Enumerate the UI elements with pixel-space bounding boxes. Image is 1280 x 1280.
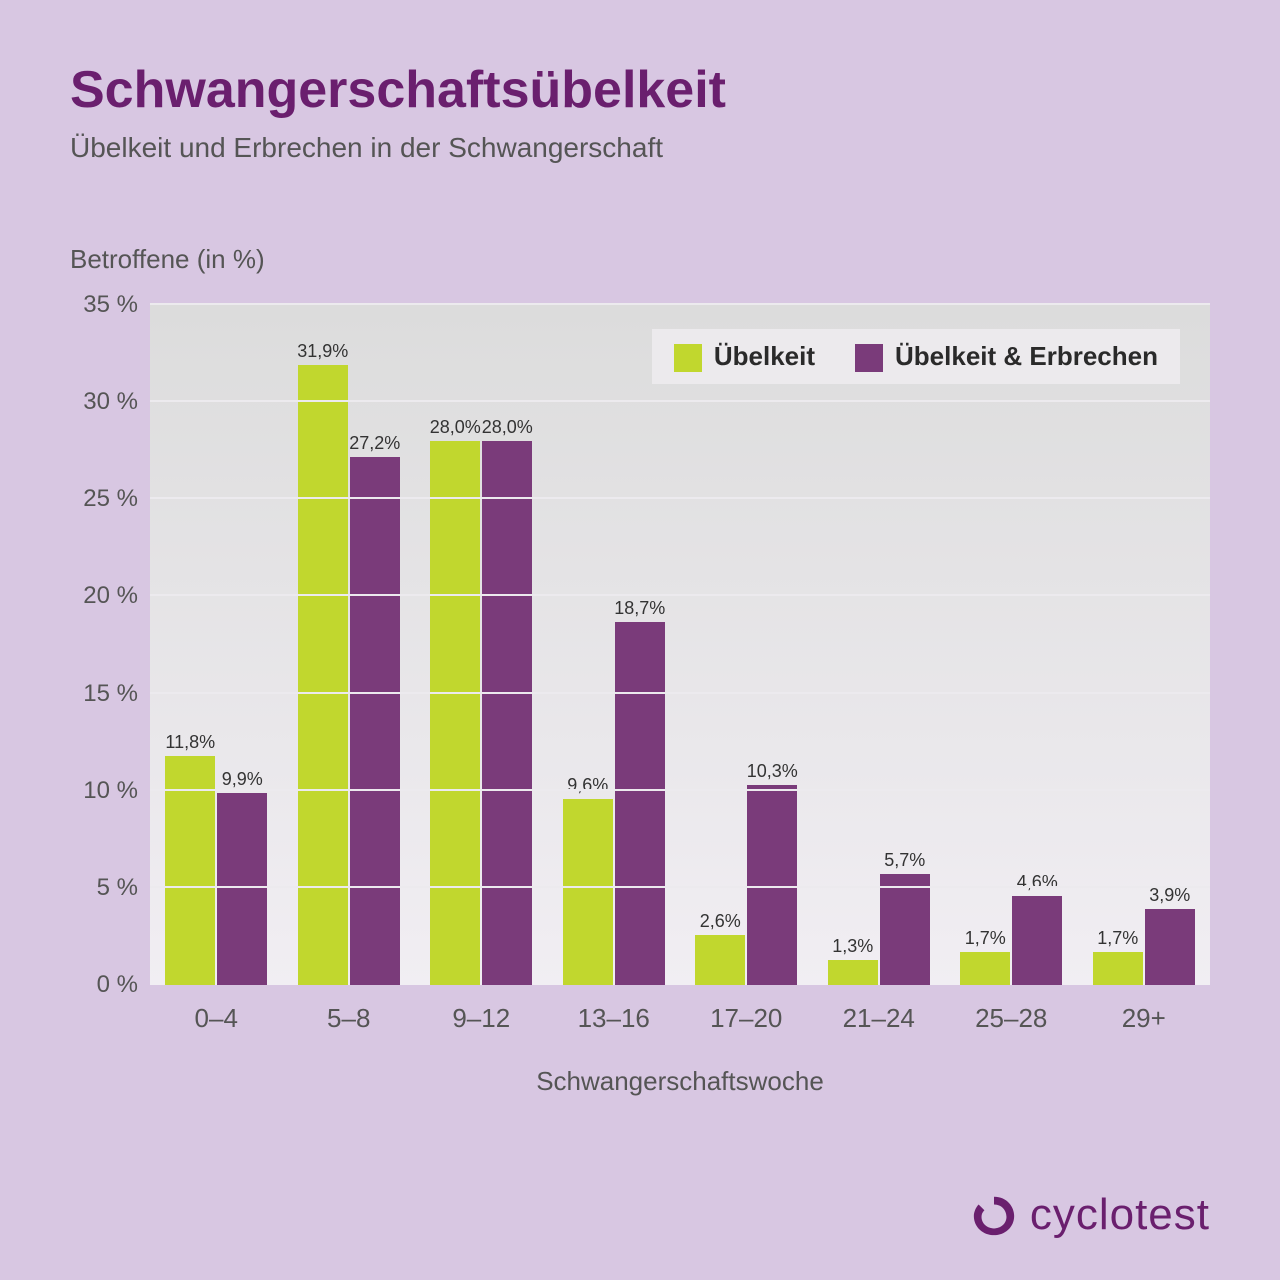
bar-group: 1,7%4,6%	[945, 305, 1078, 985]
x-tick: 0–4	[150, 1003, 283, 1034]
bar-label: 9,9%	[222, 769, 263, 790]
gridline	[150, 594, 1210, 596]
x-tick: 25–28	[945, 1003, 1078, 1034]
bar-group: 31,9%27,2%	[283, 305, 416, 985]
bar-label: 1,7%	[1097, 928, 1138, 949]
bar: 9,9%	[217, 793, 267, 985]
bar-group: 2,6% 10,3%	[680, 305, 813, 985]
legend-label: Übelkeit & Erbrechen	[895, 341, 1158, 371]
bar-group: 9,6%18,7%	[548, 305, 681, 985]
chart-subtitle: Übelkeit und Erbrechen in der Schwangers…	[70, 132, 1210, 164]
y-axis: 0 %5 %10 %15 %20 %25 %30 %35 %	[70, 305, 150, 985]
bar: 1,7%	[1093, 952, 1143, 985]
bar: 28,0%	[482, 441, 532, 985]
bar-label: 1,7%	[965, 928, 1006, 949]
x-tick: 9–12	[415, 1003, 548, 1034]
plot-area: Übelkeit Übelkeit & Erbrechen 11,8%9,9%3…	[150, 305, 1210, 985]
bar: 31,9%	[298, 365, 348, 985]
bar-label: 1,3%	[832, 936, 873, 957]
bar: 9,6%	[563, 799, 613, 986]
y-tick: 10 %	[83, 777, 138, 805]
bar-label: 3,9%	[1149, 885, 1190, 906]
bar-group: 28,0%28,0%	[415, 305, 548, 985]
bar: 2,6%	[695, 935, 745, 986]
bar-label: 28,0%	[430, 417, 481, 438]
y-tick: 0 %	[97, 971, 138, 999]
bar: 4,6%	[1012, 896, 1062, 985]
chart-title: Schwangerschaftsübelkeit	[70, 60, 1210, 120]
gridline	[150, 789, 1210, 791]
bar-group: 1,3%5,7%	[813, 305, 946, 985]
legend: Übelkeit Übelkeit & Erbrechen	[652, 329, 1180, 384]
bar: 1,7%	[960, 952, 1010, 985]
bar: 28,0%	[430, 441, 480, 985]
gridline	[150, 303, 1210, 305]
bar-label: 5,7%	[884, 850, 925, 871]
bar-label: 27,2%	[349, 433, 400, 454]
gridline	[150, 886, 1210, 888]
bar-label: 28,0%	[482, 417, 533, 438]
bar-label: 10,3%	[747, 761, 798, 782]
brand-icon	[970, 1191, 1018, 1239]
x-tick: 13–16	[548, 1003, 681, 1034]
bar-group: 1,7%3,9%	[1078, 305, 1211, 985]
bar-groups: 11,8%9,9%31,9%27,2%28,0%28,0%9,6%18,7%2,…	[150, 305, 1210, 985]
bar: 1,3%	[828, 960, 878, 985]
legend-item: Übelkeit & Erbrechen	[855, 341, 1158, 372]
x-tick: 5–8	[283, 1003, 416, 1034]
bar: 3,9%	[1145, 909, 1195, 985]
bar-group: 11,8% 9,9%	[150, 305, 283, 985]
bar: 27,2%	[350, 457, 400, 985]
x-axis: 0–45–89–1213–1617–2021–2425–2829+	[150, 1003, 1210, 1034]
legend-item: Übelkeit	[674, 341, 815, 372]
y-axis-label: Betroffene (in %)	[70, 244, 1210, 275]
y-tick: 15 %	[83, 680, 138, 708]
gridline	[150, 497, 1210, 499]
bar-label: 18,7%	[614, 598, 665, 619]
bar: 5,7%	[880, 874, 930, 985]
bar-label: 31,9%	[297, 341, 348, 362]
y-tick: 35 %	[83, 291, 138, 319]
y-tick: 25 %	[83, 485, 138, 513]
brand-logo: cyclotest	[970, 1190, 1210, 1240]
bar-label: 9,6%	[567, 775, 608, 796]
x-tick: 21–24	[813, 1003, 946, 1034]
bar-label: 4,6%	[1017, 872, 1058, 893]
y-tick: 20 %	[83, 582, 138, 610]
gridline	[150, 692, 1210, 694]
chart-area: 0 %5 %10 %15 %20 %25 %30 %35 % Übelkeit …	[70, 305, 1210, 1097]
y-tick: 5 %	[97, 874, 138, 902]
brand-text: cyclotest	[1030, 1190, 1210, 1240]
bar-label: 2,6%	[700, 911, 741, 932]
legend-swatch	[855, 344, 883, 372]
x-tick: 17–20	[680, 1003, 813, 1034]
y-tick: 30 %	[83, 388, 138, 416]
legend-label: Übelkeit	[714, 341, 815, 371]
bar-label: 11,8%	[165, 732, 215, 753]
bar: 18,7%	[615, 622, 665, 985]
x-axis-label: Schwangerschaftswoche	[150, 1066, 1210, 1097]
gridline	[150, 400, 1210, 402]
legend-swatch	[674, 344, 702, 372]
x-tick: 29+	[1078, 1003, 1211, 1034]
